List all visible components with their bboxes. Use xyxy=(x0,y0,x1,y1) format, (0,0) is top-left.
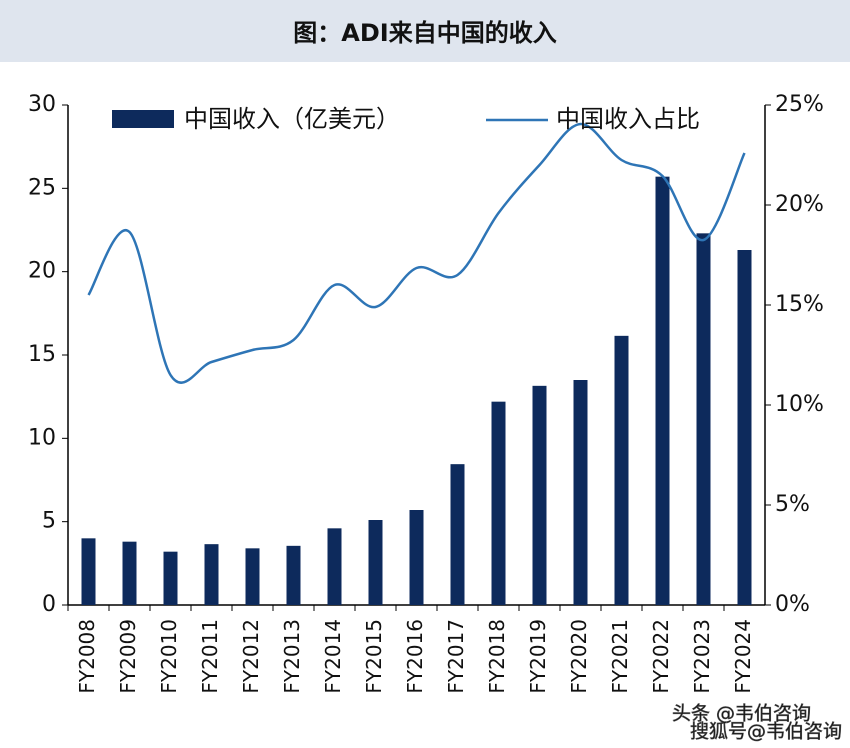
watermark: 搜狐号@韦伯咨询 xyxy=(690,721,842,743)
bar xyxy=(532,385,547,605)
bar xyxy=(204,544,219,605)
x-tick-label: FY2019 xyxy=(526,619,550,694)
x-tick-label: FY2008 xyxy=(75,619,99,694)
bar xyxy=(737,250,752,605)
y-tick-label: 5 xyxy=(42,509,56,534)
y2-tick-label: 25% xyxy=(775,92,824,117)
x-tick-label: FY2020 xyxy=(567,619,591,694)
x-tick-label: FY2023 xyxy=(690,619,714,694)
y2-tick-label: 0% xyxy=(775,592,810,617)
bar xyxy=(245,548,260,605)
x-tick-label: FY2010 xyxy=(157,619,181,694)
x-tick-label: FY2022 xyxy=(649,619,673,694)
y-tick-label: 30 xyxy=(28,92,56,117)
x-tick-label: FY2014 xyxy=(321,619,345,694)
x-tick-label: FY2024 xyxy=(731,619,755,694)
title-band xyxy=(0,0,850,62)
chart-title: 图：ADI来自中国的收入 xyxy=(293,19,556,47)
legend-label: 中国收入（亿美元） xyxy=(184,105,400,133)
bar xyxy=(614,335,629,605)
y-tick-label: 20 xyxy=(28,259,56,284)
y-tick-label: 15 xyxy=(28,342,56,367)
x-tick-label: FY2009 xyxy=(116,619,140,694)
x-tick-label: FY2018 xyxy=(485,619,509,694)
bar xyxy=(122,541,137,605)
y2-tick-label: 5% xyxy=(775,492,810,517)
bar xyxy=(450,464,465,605)
y-tick-label: 0 xyxy=(42,592,56,617)
y2-tick-label: 15% xyxy=(775,292,824,317)
bar xyxy=(409,510,424,605)
bar xyxy=(286,545,301,605)
x-tick-label: FY2013 xyxy=(280,619,304,694)
y-tick-label: 25 xyxy=(28,175,56,200)
x-tick-label: FY2017 xyxy=(444,619,468,694)
y2-tick-label: 10% xyxy=(775,392,824,417)
x-tick-label: FY2012 xyxy=(239,619,263,694)
bar xyxy=(655,176,670,605)
y-tick-label: 10 xyxy=(28,425,56,450)
bar xyxy=(81,538,96,605)
legend-label: 中国收入占比 xyxy=(556,105,700,133)
bar xyxy=(368,520,383,605)
watermark: 头条 @韦伯咨询 xyxy=(672,703,811,725)
bar xyxy=(573,380,588,605)
y2-tick-label: 20% xyxy=(775,192,824,217)
legend-swatch xyxy=(112,110,174,128)
line xyxy=(87,122,746,384)
x-tick-label: FY2021 xyxy=(608,619,632,694)
x-tick-label: FY2016 xyxy=(403,619,427,694)
bar xyxy=(696,233,711,606)
x-tick-label: FY2015 xyxy=(362,619,386,694)
x-tick-label: FY2011 xyxy=(198,619,222,694)
bar xyxy=(163,551,178,605)
bar xyxy=(327,528,342,605)
bar xyxy=(491,401,506,605)
